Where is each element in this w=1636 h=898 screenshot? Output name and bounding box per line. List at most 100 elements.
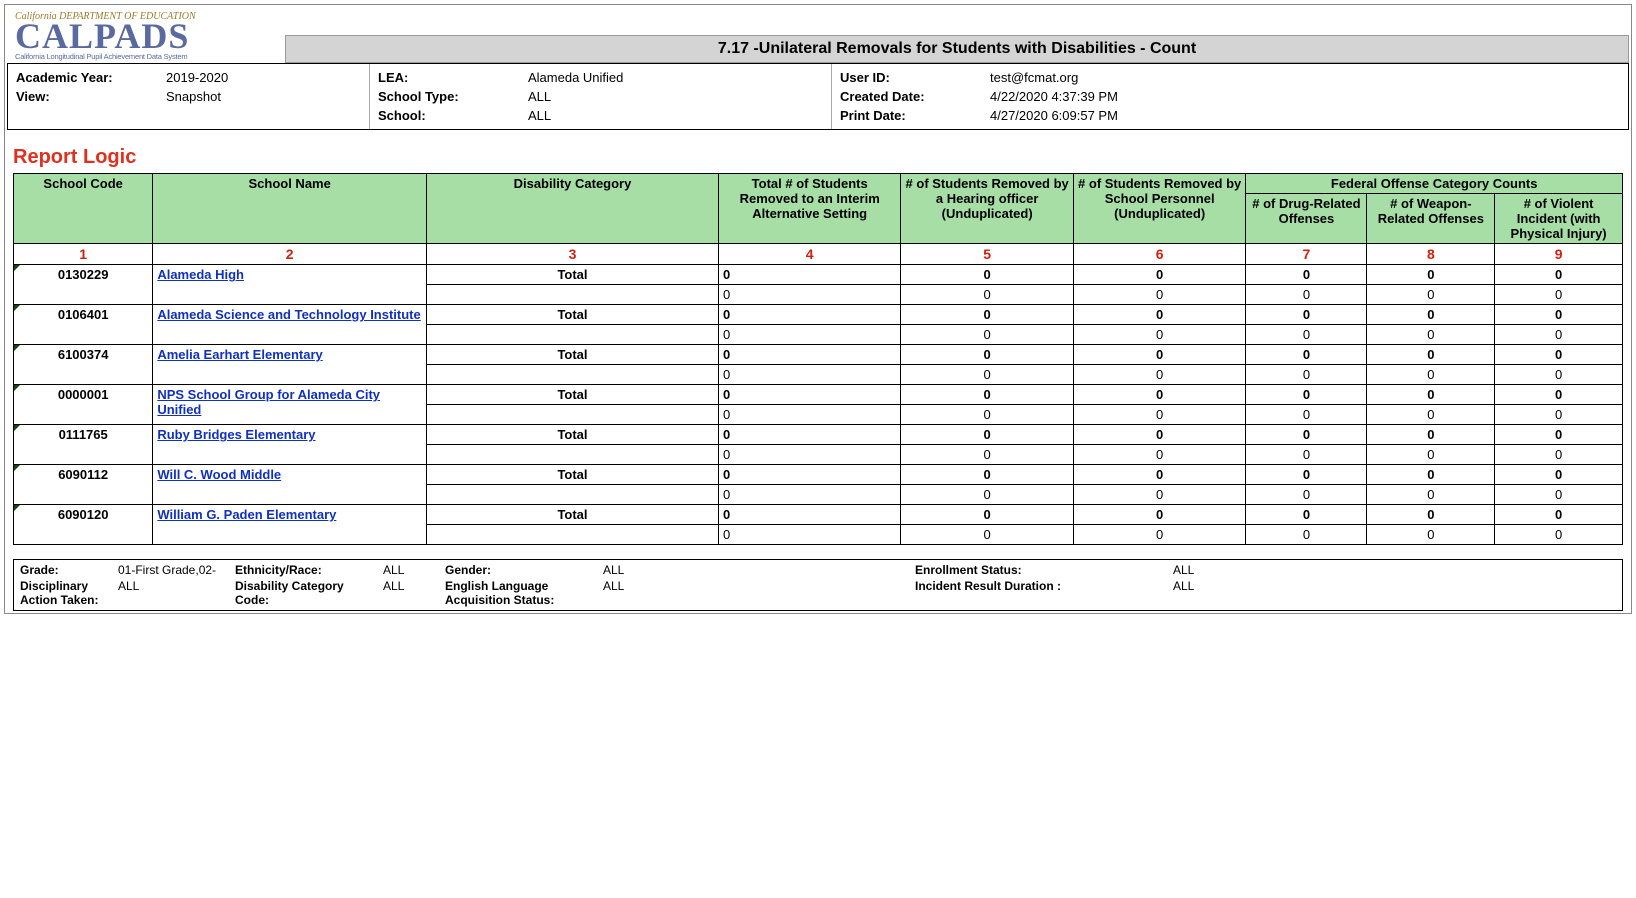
cell-total-removed: 0 [718, 465, 900, 485]
school-link[interactable]: Amelia Earhart Elementary [157, 347, 322, 362]
cell-drug-offenses: 0 [1246, 265, 1367, 285]
cell-school-name: Ruby Bridges Elementary [153, 425, 427, 465]
school-link[interactable]: Alameda Science and Technology Institute [157, 307, 420, 322]
disability-code-value: ALL [383, 579, 404, 607]
table-row: 0130229Alameda HighTotal000000 [14, 265, 1623, 285]
cell-total-removed: 0 [718, 265, 900, 285]
user-id-value: test@fcmat.org [990, 70, 1078, 85]
cell-weapon-offenses: 0 [1367, 285, 1495, 305]
cell-disability-category [427, 445, 719, 465]
cell-hearing-officer: 0 [901, 505, 1074, 525]
cell-hearing-officer: 0 [901, 425, 1074, 445]
school-label: School: [378, 108, 528, 123]
cell-total-removed: 0 [718, 385, 900, 405]
cell-weapon-offenses: 0 [1367, 385, 1495, 405]
gender-value: ALL [603, 563, 624, 577]
cell-total-removed: 0 [718, 445, 900, 465]
cell-violent-incident: 0 [1495, 405, 1623, 425]
filter-col-3: Gender: ALL English Language Acquisition … [439, 560, 909, 610]
cell-drug-offenses: 0 [1246, 505, 1367, 525]
cell-weapon-offenses: 0 [1367, 425, 1495, 445]
cell-drug-offenses: 0 [1246, 525, 1367, 545]
cell-school-name: Amelia Earhart Elementary [153, 345, 427, 385]
report-page: California DEPARTMENT OF EDUCATION CALPA… [4, 4, 1632, 614]
cell-school-personnel: 0 [1073, 525, 1246, 545]
cell-total-removed: 0 [718, 345, 900, 365]
cell-school-name: Will C. Wood Middle [153, 465, 427, 505]
cell-disability-category: Total [427, 345, 719, 365]
academic-year-label: Academic Year: [16, 70, 166, 85]
cell-disability-category [427, 285, 719, 305]
cell-total-removed: 0 [718, 365, 900, 385]
disc-action-label: Disciplinary Action Taken: [20, 579, 110, 607]
school-link[interactable]: Ruby Bridges Elementary [157, 427, 315, 442]
filter-col-4: Enrollment Status: ALL Incident Result Du… [909, 560, 1622, 610]
col-school-code: School Code [14, 174, 153, 244]
colnum-3: 3 [427, 244, 719, 265]
table-body: 0130229Alameda HighTotal0000000000000106… [14, 265, 1623, 545]
cell-violent-incident: 0 [1495, 345, 1623, 365]
table-row: 6090112Will C. Wood MiddleTotal000000 [14, 465, 1623, 485]
filter-col-2: Ethnicity/Race:ALL Disability Category C… [229, 560, 439, 610]
cell-hearing-officer: 0 [901, 465, 1074, 485]
enrollment-status-value: ALL [1173, 563, 1194, 577]
cell-violent-incident: 0 [1495, 305, 1623, 325]
incident-duration-label: Incident Result Duration : [915, 579, 1165, 593]
cell-total-removed: 0 [718, 525, 900, 545]
cell-disability-category [427, 365, 719, 385]
cell-hearing-officer: 0 [901, 305, 1074, 325]
cell-total-removed: 0 [718, 305, 900, 325]
cell-total-removed: 0 [718, 405, 900, 425]
cell-disability-category: Total [427, 505, 719, 525]
cell-total-removed: 0 [718, 505, 900, 525]
cell-school-personnel: 0 [1073, 505, 1246, 525]
cell-weapon-offenses: 0 [1367, 525, 1495, 545]
table-row: 6100374Amelia Earhart ElementaryTotal000… [14, 345, 1623, 365]
cell-disability-category: Total [427, 305, 719, 325]
school-link[interactable]: Alameda High [157, 267, 244, 282]
colnum-5: 5 [901, 244, 1074, 265]
cell-drug-offenses: 0 [1246, 345, 1367, 365]
school-link[interactable]: Will C. Wood Middle [157, 467, 281, 482]
report-title: 7.17 -Unilateral Removals for Students w… [285, 35, 1629, 63]
gender-label: Gender: [445, 563, 595, 577]
grade-label: Grade: [20, 563, 110, 577]
cell-school-personnel: 0 [1073, 285, 1246, 305]
cell-hearing-officer: 0 [901, 365, 1074, 385]
cell-violent-incident: 0 [1495, 385, 1623, 405]
user-id-label: User ID: [840, 70, 990, 85]
cell-total-removed: 0 [718, 425, 900, 445]
enrollment-status-label: Enrollment Status: [915, 563, 1165, 577]
cell-violent-incident: 0 [1495, 525, 1623, 545]
cell-school-code: 6090112 [14, 465, 153, 505]
cell-hearing-officer: 0 [901, 385, 1074, 405]
table-row: 0106401Alameda Science and Technology In… [14, 305, 1623, 325]
cell-weapon-offenses: 0 [1367, 265, 1495, 285]
cell-school-name: NPS School Group for Alameda City Unifie… [153, 385, 427, 425]
cell-weapon-offenses: 0 [1367, 365, 1495, 385]
meta-col-left: Academic Year:2019-2020 View:Snapshot [8, 64, 370, 129]
school-link[interactable]: NPS School Group for Alameda City Unifie… [157, 387, 380, 417]
cell-disability-category: Total [427, 265, 719, 285]
logo-subtitle: California Longitudinal Pupil Achievemen… [15, 52, 275, 61]
filters-box: Grade:01-First Grade,02- Disciplinary Ac… [13, 559, 1623, 611]
table-row: 0111765Ruby Bridges ElementaryTotal00000… [14, 425, 1623, 445]
school-link[interactable]: William G. Paden Elementary [157, 507, 336, 522]
cell-school-code: 6090120 [14, 505, 153, 545]
cell-disability-category: Total [427, 385, 719, 405]
cell-violent-incident: 0 [1495, 465, 1623, 485]
cell-drug-offenses: 0 [1246, 405, 1367, 425]
cell-disability-category [427, 325, 719, 345]
cell-drug-offenses: 0 [1246, 325, 1367, 345]
cell-disability-category: Total [427, 425, 719, 445]
col-drug-offenses: # of Drug-Related Offenses [1246, 194, 1367, 244]
elas-label: English Language Acquisition Status: [445, 579, 595, 607]
cell-violent-incident: 0 [1495, 505, 1623, 525]
cell-school-personnel: 0 [1073, 405, 1246, 425]
meta-box: Academic Year:2019-2020 View:Snapshot LE… [7, 63, 1629, 130]
cell-hearing-officer: 0 [901, 265, 1074, 285]
cell-violent-incident: 0 [1495, 325, 1623, 345]
col-total-removed: Total # of Students Removed to an Interi… [718, 174, 900, 244]
col-school-personnel: # of Students Removed by School Personne… [1073, 174, 1246, 244]
cell-disability-category [427, 405, 719, 425]
